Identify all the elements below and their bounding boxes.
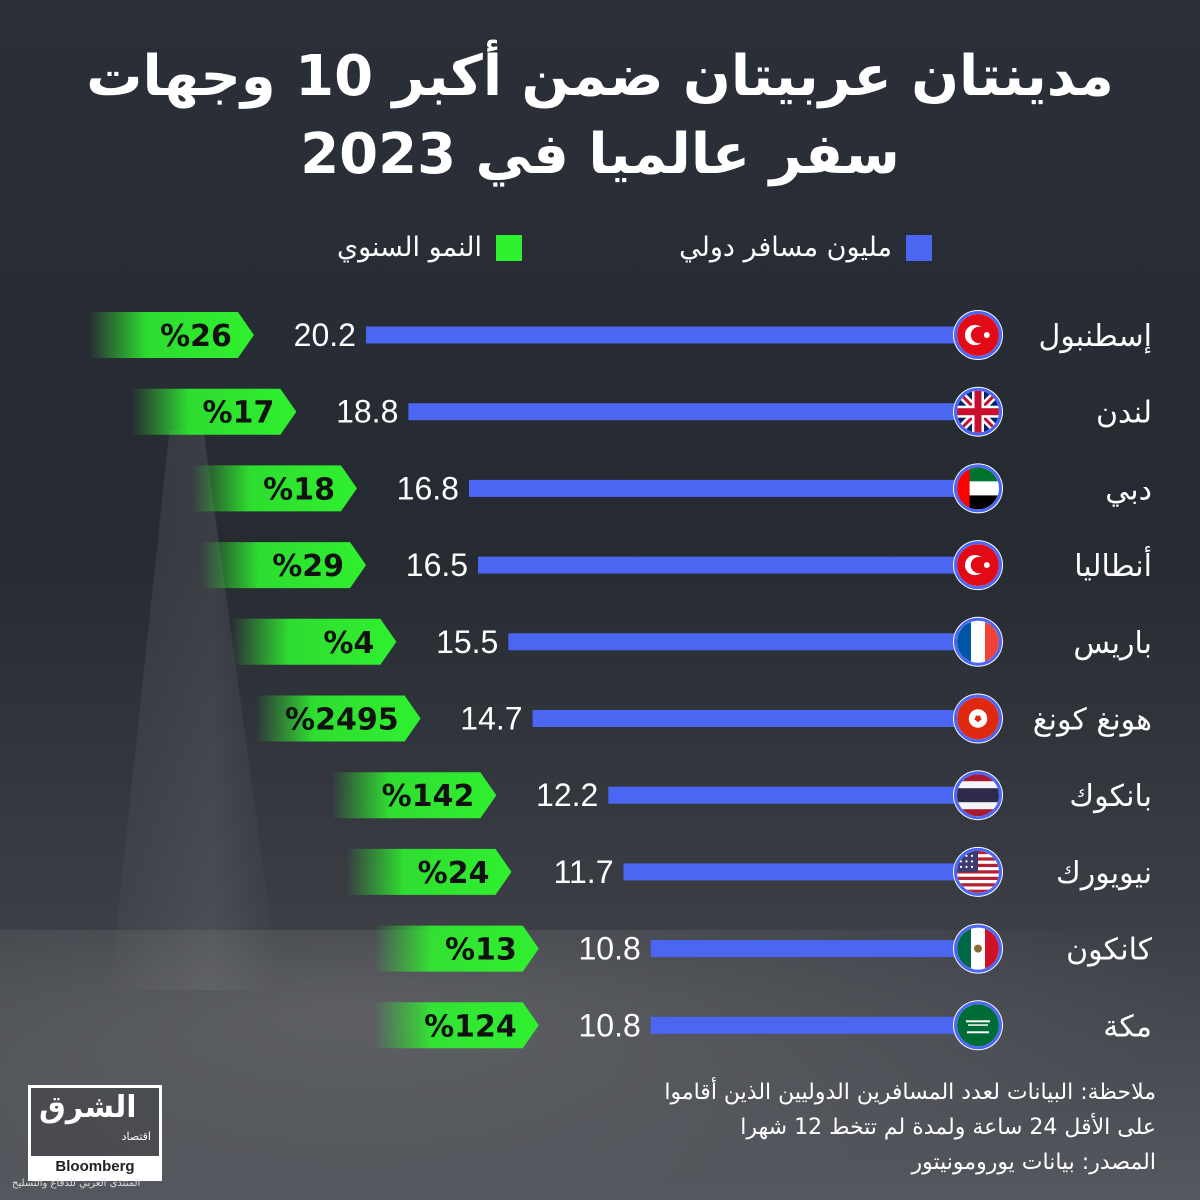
legend-label-growth: النمو السنوي (336, 232, 482, 263)
bar-row: مكة 10.8 %124 (373, 1000, 1152, 1051)
bar-row: دبي 16.8 %18 (191, 463, 1152, 514)
uae-flag-icon (953, 463, 1003, 514)
mexico-flag-icon (953, 923, 1003, 974)
logo-partner: Bloomberg (31, 1156, 159, 1178)
travelers-bar (468, 479, 978, 497)
city-label: بانكوك (1069, 779, 1152, 814)
background-beach (0, 930, 1200, 1200)
saudi-flag-icon (953, 1000, 1003, 1051)
bar-row: باريس 15.5 %4 (231, 616, 1152, 667)
turkey-flag-icon (953, 310, 1003, 360)
bar-row: لندن 18.8 %17 (131, 386, 1152, 437)
value-label: 11.7 (554, 854, 614, 890)
growth-label: %4 (323, 626, 374, 661)
legend-item-growth: النمو السنوي (337, 232, 522, 263)
travelers-bar (623, 863, 978, 881)
bar-row: هونغ كونغ 14.7 %2495 (255, 693, 1152, 744)
travelers-bar (650, 940, 978, 958)
legend-label-travelers: مليون مسافر دولي (679, 232, 892, 263)
growth-label: %18 (263, 472, 335, 507)
city-label: كانكون (1066, 933, 1153, 968)
note-line-1: ملاحظة: البيانات لعدد المسافرين الدوليين… (664, 1080, 1156, 1105)
growth-arrow (131, 388, 297, 435)
growth-arrow (231, 618, 397, 665)
value-label: 14.7 (460, 701, 522, 737)
value-label: 15.5 (436, 624, 498, 660)
growth-label: %24 (418, 856, 490, 891)
legend-swatch-travelers (906, 234, 932, 261)
value-label: 16.8 (397, 470, 459, 506)
bar-row: كانكون 10.8 %13 (373, 923, 1153, 974)
city-label: دبي (1105, 472, 1152, 507)
city-label: لندن (1096, 396, 1152, 431)
title-line-2: سفر عالميا في 2023 (300, 122, 900, 187)
growth-label: %29 (272, 549, 344, 584)
bar-row: أنطاليا 16.5 %29 (201, 540, 1152, 591)
growth-arrow (88, 312, 254, 358)
growth-arrow (373, 1002, 539, 1049)
growth-label: %13 (445, 933, 517, 968)
growth-arrow (191, 465, 357, 512)
legend-item-travelers: مليون مسافر دولي (679, 232, 932, 263)
uk-flag-icon (953, 386, 1003, 437)
footer-note: ملاحظة: البيانات لعدد المسافرين الدوليين… (516, 1075, 1156, 1180)
growth-label: %26 (160, 319, 232, 354)
bar-row: إسطنبول 20.2 %26 (88, 310, 1152, 360)
travelers-bar (478, 556, 978, 574)
growth-label: %17 (203, 396, 275, 431)
hongkong-flag-icon (953, 693, 1003, 744)
city-label: باريس (1073, 626, 1152, 661)
usa-flag-icon (953, 846, 1003, 897)
travelers-bar (532, 710, 978, 727)
bar-row: نيويورك 11.7 %24 (346, 846, 1152, 897)
growth-arrow (331, 772, 497, 819)
growth-label: %2495 (285, 703, 399, 738)
travelers-bar (608, 786, 978, 804)
growth-arrow (346, 848, 512, 895)
chart-title: مدينتان عربيتان ضمن أكبر 10 وجهات سفر عا… (0, 38, 1200, 194)
travelers-bar (508, 633, 978, 651)
legend: مليون مسافر دولي النمو السنوي (0, 232, 1200, 272)
title-line-1: مدينتان عربيتان ضمن أكبر 10 وجهات (86, 44, 1114, 109)
city-label: هونغ كونغ (1033, 703, 1152, 738)
value-label: 10.8 (578, 1007, 640, 1043)
value-label: 20.2 (294, 317, 356, 353)
asharq-logo: الشرق اقتصاد Bloomberg (28, 1085, 162, 1181)
legend-swatch-growth (496, 234, 522, 261)
growth-arrow (255, 695, 421, 742)
travelers-bar (408, 403, 978, 421)
value-label: 10.8 (578, 931, 640, 967)
city-label: مكة (1103, 1009, 1152, 1044)
watermark: المنتدى العربي للدفاع والتسليح (12, 1178, 141, 1189)
travelers-bar (365, 326, 978, 344)
thailand-flag-icon (953, 770, 1003, 821)
value-label: 12.2 (536, 777, 598, 813)
city-label: نيويورك (1056, 856, 1152, 891)
france-flag-icon (953, 616, 1003, 667)
travelers-bar (650, 1016, 978, 1034)
turkey-flag-icon (953, 540, 1003, 591)
growth-label: %124 (424, 1009, 517, 1044)
logo-name: الشرق (39, 1090, 137, 1125)
growth-arrow (373, 925, 539, 972)
value-label: 16.5 (406, 547, 468, 583)
bar-row: بانكوك 12.2 %142 (331, 770, 1152, 821)
note-line-2: على الأقل 24 ساعة ولمدة لم تتخط 12 شهرا (740, 1115, 1156, 1140)
growth-label: %142 (382, 779, 475, 814)
city-label: أنطاليا (1074, 545, 1152, 584)
growth-arrow (201, 542, 367, 589)
city-label: إسطنبول (1039, 319, 1152, 354)
source-line: المصدر: بيانات يورومونيتور (911, 1150, 1156, 1175)
value-label: 18.8 (336, 394, 398, 430)
logo-sub: اقتصاد (121, 1130, 151, 1143)
